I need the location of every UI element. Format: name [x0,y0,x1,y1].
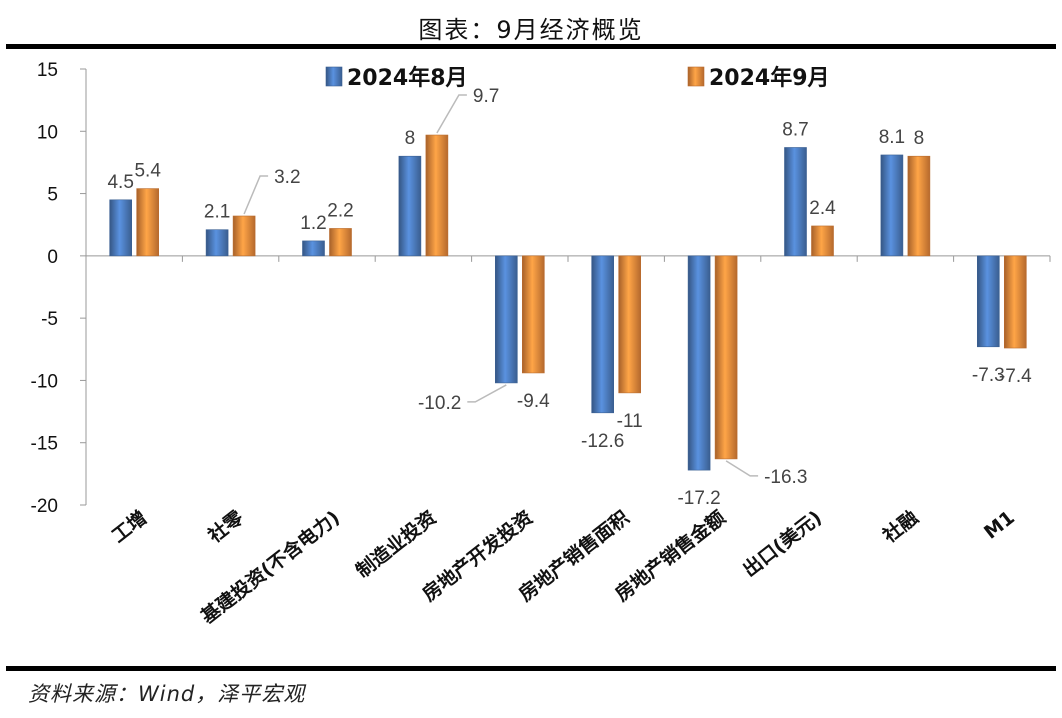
legend-label: 2024年8月 [347,65,468,91]
bar-sep-1 [232,215,256,257]
leader-line [436,94,467,134]
bar-aug-2 [302,240,325,257]
data-label: 4.5 [107,172,133,193]
bar-sep-8 [907,155,931,257]
legend-swatch [325,66,343,87]
data-label: 5.4 [134,161,161,182]
bar-aug-3 [398,155,422,257]
leader-layer [243,94,759,477]
data-label: -7.3 [972,365,1005,386]
data-label: -11 [617,411,643,432]
bar-aug-1 [205,229,229,257]
bottom-rule [6,666,1056,671]
bar-sep-7 [811,225,834,257]
bar-aug-6 [687,255,711,471]
data-label: -16.3 [764,467,807,488]
bar-sep-2 [329,228,352,257]
data-label: 2.2 [327,200,353,221]
data-label: -12.6 [581,431,624,452]
bar-aug-8 [880,154,904,257]
chart-title: 图表：9月经济概览 [418,16,644,44]
y-tick-label: -15 [31,434,58,455]
legend: 2024年8月 2024年9月 [325,65,830,91]
data-label: 8.7 [782,119,808,140]
category-label: 出口(美元) [738,506,826,582]
bar-aug-7 [784,147,807,257]
data-label: 3.2 [274,167,300,188]
top-rule [6,44,1056,49]
y-tick-label: -10 [31,371,58,392]
data-label: 8.1 [879,127,905,148]
y-tick-label: -20 [31,496,58,517]
data-label-layer: 4.5 2.1 1.2 8 -10.2 -12.6 -17.2 8.7 8.1 -7.3 5.4 3.… [107,86,1032,509]
category-label: 社融 [878,506,923,548]
bar-aug-0 [109,199,132,257]
leader-line [725,460,759,477]
data-label: -10.2 [418,393,461,414]
bar-sep-3 [425,134,449,257]
bar-layer [109,134,1027,471]
data-label: 8 [914,128,925,149]
y-tick-label: 5 [47,185,58,206]
data-label: 8 [405,128,416,149]
bar-sep-9 [1003,255,1027,349]
leader-line [467,384,507,403]
data-label: 1.2 [300,213,326,234]
data-label: -7.4 [999,366,1032,387]
legend-label: 2024年9月 [709,65,830,91]
data-label: -9.4 [517,391,550,412]
bar-sep-4 [521,255,545,374]
category-label: M1 [980,507,1019,544]
y-tick-label: 0 [47,247,58,268]
source-note: 资料来源：Wind，泽平宏观 [28,682,306,706]
y-tick-label: 10 [37,122,58,143]
category-label: 社零 [203,505,249,548]
category-label: 制造业投资 [351,506,440,583]
bar-aug-4 [494,255,518,384]
bar-sep-5 [618,255,642,394]
category-label: 工增 [107,506,151,548]
data-label: 2.4 [809,198,836,219]
legend-swatch [687,66,705,87]
leader-line [243,175,269,215]
bar-aug-9 [976,255,1000,348]
y-tick-label: -5 [41,309,58,330]
data-label: -17.2 [677,488,720,509]
bar-aug-5 [591,255,615,414]
y-tick-label: 15 [37,60,58,81]
data-label: 9.7 [473,86,499,107]
data-label: 2.1 [204,202,230,223]
bar-sep-6 [714,255,738,460]
bar-sep-0 [136,188,159,257]
